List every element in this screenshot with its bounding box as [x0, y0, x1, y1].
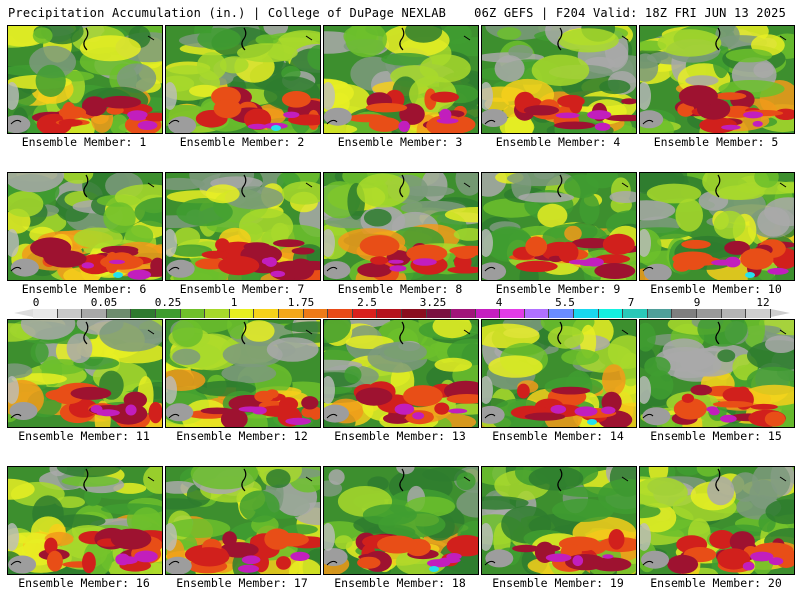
- ensemble-member-map: [481, 172, 637, 281]
- ensemble-member-map: [481, 466, 637, 575]
- ensemble-member-caption: Ensemble Member: 3: [337, 135, 463, 149]
- ensemble-member-caption: Ensemble Member: 13: [334, 429, 466, 443]
- colorbar-tile: [328, 309, 353, 318]
- ensemble-member-map: [165, 319, 321, 428]
- ensemble-member-map: [323, 466, 479, 575]
- colorbar-tick-label: 0: [32, 296, 40, 309]
- ensemble-member-caption: Ensemble Member: 16: [18, 576, 150, 590]
- colorbar-tile: [672, 309, 698, 318]
- colorbar-tile: [205, 309, 230, 318]
- ensemble-member-map: [481, 25, 637, 134]
- ensemble-member-caption: Ensemble Member: 6: [21, 282, 147, 296]
- colorbar-tile: [352, 309, 378, 318]
- colorbar-tile: [574, 309, 599, 318]
- model-run-label: 06Z GEFS | F204 Valid: 18Z FRI JUN 13 20…: [474, 6, 786, 20]
- colorbar-tile: [623, 309, 648, 318]
- ensemble-member-map: [639, 25, 795, 134]
- ensemble-member-caption: Ensemble Member: 5: [653, 135, 779, 149]
- ensemble-member-map: [639, 466, 795, 575]
- ensemble-member-caption: Ensemble Member: 1: [21, 135, 147, 149]
- ensemble-member-caption: Ensemble Member: 10: [650, 282, 782, 296]
- colorbar-tile: [180, 309, 206, 318]
- ensemble-member-map: [481, 319, 637, 428]
- colorbar-tile: [377, 309, 402, 318]
- ensemble-member-caption: Ensemble Member: 17: [176, 576, 308, 590]
- ensemble-member-map: [165, 172, 321, 281]
- colorbar-tile: [155, 309, 181, 318]
- ensemble-member-caption: Ensemble Member: 7: [179, 282, 305, 296]
- colorbar-tile: [746, 309, 771, 318]
- colorbar-tile: [57, 309, 83, 318]
- colorbar-tick-label: 3.25: [419, 296, 447, 309]
- colorbar-min-arrow: [14, 309, 33, 317]
- colorbar-tick-label: 0.05: [90, 296, 118, 309]
- colorbar-tile: [254, 309, 279, 318]
- colorbar-tick-label: 9: [693, 296, 701, 309]
- colorbar-tile: [475, 309, 501, 318]
- ensemble-member-caption: Ensemble Member: 4: [495, 135, 621, 149]
- ensemble-member-map: [639, 319, 795, 428]
- colorbar-tile: [549, 309, 575, 318]
- colorbar-tile: [303, 309, 329, 318]
- page-title: Precipitation Accumulation (in.) | Colle…: [8, 6, 447, 20]
- colorbar-tile: [401, 309, 427, 318]
- ensemble-member-map: [7, 466, 163, 575]
- colorbar-tile: [598, 309, 624, 318]
- colorbar-tile: [229, 309, 255, 318]
- ensemble-member-map: [323, 172, 479, 281]
- ensemble-member-caption: Ensemble Member: 18: [334, 576, 466, 590]
- ensemble-member-map: [323, 25, 479, 134]
- colorbar-tile: [451, 309, 476, 318]
- colorbar-tick-label: 12: [756, 296, 770, 309]
- ensemble-member-map: [7, 319, 163, 428]
- colorbar-tick-label: 0.25: [154, 296, 182, 309]
- colorbar-tile: [647, 309, 673, 318]
- ensemble-member-caption: Ensemble Member: 8: [337, 282, 463, 296]
- colorbar-tile: [33, 309, 58, 318]
- colorbar-tile: [426, 309, 452, 318]
- ensemble-member-caption: Ensemble Member: 20: [650, 576, 782, 590]
- colorbar-tile: [106, 309, 132, 318]
- colorbar-tick-label: 4: [495, 296, 503, 309]
- colorbar-tiles: [33, 309, 771, 318]
- ensemble-member-map: [323, 319, 479, 428]
- colorbar-tile: [82, 309, 107, 318]
- colorbar-tile: [278, 309, 304, 318]
- ensemble-member-map: [165, 25, 321, 134]
- ensemble-member-map: [165, 466, 321, 575]
- colorbar-tick-label: 5.5: [555, 296, 575, 309]
- ensemble-member-caption: Ensemble Member: 11: [18, 429, 150, 443]
- ensemble-member-caption: Ensemble Member: 2: [179, 135, 305, 149]
- colorbar-max-arrow: [771, 309, 790, 317]
- ensemble-member-caption: Ensemble Member: 15: [650, 429, 782, 443]
- ensemble-member-map: [7, 25, 163, 134]
- ensemble-member-map: [639, 172, 795, 281]
- colorbar-tick-label: 1: [230, 296, 238, 309]
- ensemble-member-map: [7, 172, 163, 281]
- colorbar-tick-label: 1.75: [287, 296, 315, 309]
- ensemble-member-caption: Ensemble Member: 14: [492, 429, 624, 443]
- ensemble-member-caption: Ensemble Member: 19: [492, 576, 624, 590]
- colorbar-tile: [500, 309, 525, 318]
- ensemble-member-caption: Ensemble Member: 9: [495, 282, 621, 296]
- colorbar-tick-label: 2.5: [357, 296, 377, 309]
- colorbar-tile: [131, 309, 156, 318]
- colorbar-tile: [524, 309, 550, 318]
- ensemble-member-caption: Ensemble Member: 12: [176, 429, 308, 443]
- colorbar-tile: [721, 309, 747, 318]
- colorbar-tick-label: 7: [627, 296, 635, 309]
- colorbar-tile: [697, 309, 722, 318]
